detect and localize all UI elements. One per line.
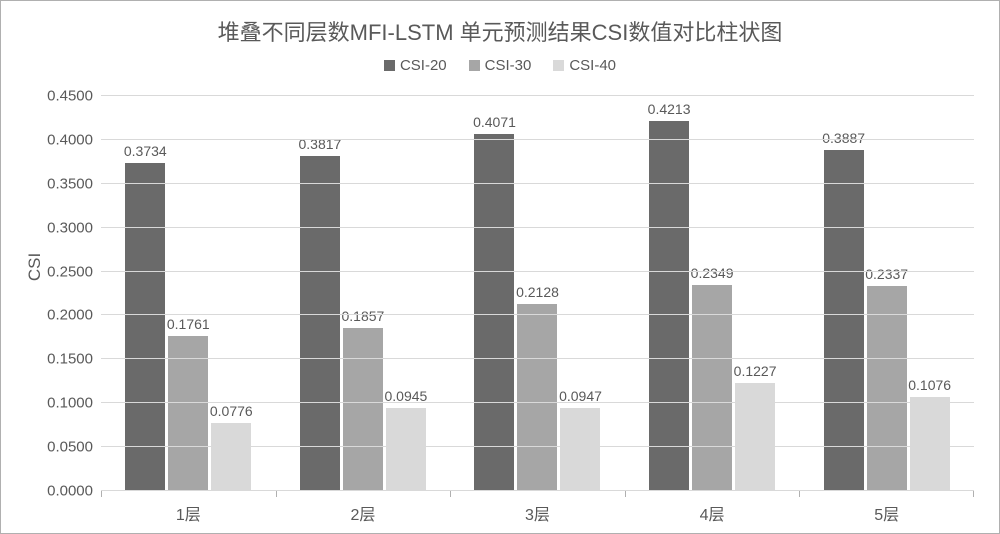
bar-groups: 0.37340.17610.07761层0.38170.18570.09452层… <box>101 96 974 491</box>
grid-line <box>101 358 974 359</box>
legend-swatch-csi40 <box>553 60 564 71</box>
bar-group: 0.38870.23370.10765层 <box>799 96 974 491</box>
chart-container: 堆叠不同层数MFI-LSTM 单元预测结果CSI数值对比柱状图 CSI-20 C… <box>0 0 1000 534</box>
grid-line <box>101 183 974 184</box>
legend-label: CSI-20 <box>400 57 447 74</box>
bar: 0.3817 <box>300 156 340 491</box>
bar-data-label: 0.2337 <box>865 266 908 282</box>
bar: 0.1076 <box>910 397 950 491</box>
bar-data-label: 0.1761 <box>167 316 210 332</box>
grid-line <box>101 314 974 315</box>
bar-data-label: 0.2128 <box>516 284 559 300</box>
bar: 0.3887 <box>824 150 864 491</box>
bar: 0.1227 <box>735 383 775 491</box>
bar-group: 0.40710.21280.09473层 <box>450 96 625 491</box>
y-tick-label: 0.2500 <box>47 263 101 280</box>
y-tick-label: 0.4000 <box>47 131 101 148</box>
grid-line <box>101 227 974 228</box>
x-tick-label: 5层 <box>874 491 899 525</box>
bar-data-label: 0.3887 <box>822 130 865 146</box>
x-tick-label: 1层 <box>176 491 201 525</box>
x-tick-mark <box>625 491 626 497</box>
y-tick-label: 0.3000 <box>47 219 101 236</box>
bar-data-label: 0.1227 <box>734 363 777 379</box>
y-tick-label: 0.2000 <box>47 307 101 324</box>
grid-line <box>101 490 974 491</box>
bar-group: 0.38170.18570.09452层 <box>276 96 451 491</box>
bar-data-label: 0.1857 <box>341 308 384 324</box>
x-tick-mark <box>101 491 102 497</box>
bar: 0.0947 <box>560 408 600 491</box>
bar-group: 0.42130.23490.12274层 <box>625 96 800 491</box>
y-axis-title: CSI <box>25 253 45 281</box>
bar-data-label: 0.3734 <box>124 143 167 159</box>
x-tick-label: 2层 <box>350 491 375 525</box>
y-tick-label: 0.3500 <box>47 175 101 192</box>
grid-line <box>101 139 974 140</box>
x-tick-mark <box>276 491 277 497</box>
grid-line <box>101 271 974 272</box>
legend-item-csi40: CSI-40 <box>553 57 616 74</box>
y-tick-label: 0.4500 <box>47 88 101 105</box>
bar-data-label: 0.1076 <box>908 377 951 393</box>
y-tick-label: 0.1000 <box>47 395 101 412</box>
grid-line <box>101 95 974 96</box>
bar: 0.4071 <box>474 134 514 491</box>
bar-group: 0.37340.17610.07761层 <box>101 96 276 491</box>
legend-swatch-csi30 <box>469 60 480 71</box>
grid-line <box>101 402 974 403</box>
chart-title: 堆叠不同层数MFI-LSTM 单元预测结果CSI数值对比柱状图 <box>1 1 999 47</box>
bar: 0.3734 <box>125 163 165 491</box>
legend-item-csi30: CSI-30 <box>469 57 532 74</box>
bar-data-label: 0.0776 <box>210 403 253 419</box>
plot-area: 0.37340.17610.07761层0.38170.18570.09452层… <box>101 96 974 491</box>
x-tick-label: 3层 <box>525 491 550 525</box>
y-tick-label: 0.0500 <box>47 439 101 456</box>
bar: 0.2349 <box>692 285 732 491</box>
x-tick-mark <box>450 491 451 497</box>
legend-item-csi20: CSI-20 <box>384 57 447 74</box>
x-tick-mark <box>973 491 974 497</box>
legend-swatch-csi20 <box>384 60 395 71</box>
bar: 0.4213 <box>649 121 689 491</box>
bar: 0.0776 <box>211 423 251 491</box>
y-tick-label: 0.1500 <box>47 351 101 368</box>
bar: 0.2128 <box>517 304 557 491</box>
bar-data-label: 0.2349 <box>691 265 734 281</box>
bar-data-label: 0.4213 <box>648 101 691 117</box>
y-tick-label: 0.0000 <box>47 483 101 500</box>
legend-label: CSI-30 <box>485 57 532 74</box>
bar-data-label: 0.4071 <box>473 114 516 130</box>
legend-label: CSI-40 <box>569 57 616 74</box>
bar: 0.1761 <box>168 336 208 491</box>
bar: 0.1857 <box>343 328 383 491</box>
x-tick-label: 4层 <box>700 491 725 525</box>
legend: CSI-20 CSI-30 CSI-40 <box>1 57 999 74</box>
grid-line <box>101 446 974 447</box>
bar: 0.0945 <box>386 408 426 491</box>
bar: 0.2337 <box>867 286 907 491</box>
x-tick-mark <box>799 491 800 497</box>
